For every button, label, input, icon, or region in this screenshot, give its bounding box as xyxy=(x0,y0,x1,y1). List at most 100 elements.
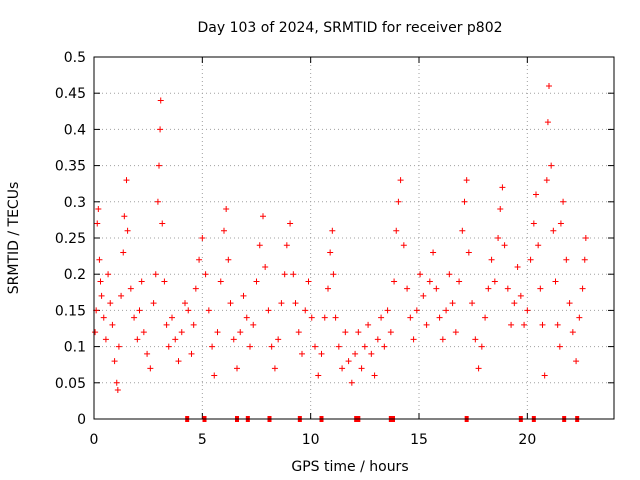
data-point xyxy=(436,314,443,321)
data-point xyxy=(348,379,355,386)
data-point xyxy=(97,278,104,285)
data-point xyxy=(150,300,157,307)
y-tick-label: 0.5 xyxy=(64,50,86,66)
data-point xyxy=(511,300,518,307)
data-point xyxy=(275,336,282,343)
data-point xyxy=(395,198,402,205)
data-point xyxy=(321,314,328,321)
data-point xyxy=(299,350,305,357)
data-point xyxy=(469,300,476,307)
data-point xyxy=(426,278,433,285)
data-point xyxy=(188,350,195,357)
data-point xyxy=(413,307,420,314)
data-point xyxy=(530,220,537,227)
data-point xyxy=(566,300,573,307)
data-series xyxy=(92,82,589,394)
data-point xyxy=(491,278,498,285)
chart-title: Day 103 of 2024, SRMTID for receiver p80… xyxy=(197,20,502,36)
data-point xyxy=(423,321,430,328)
x-axis-ticks: 0 5 10 15 20 xyxy=(90,57,536,448)
data-point xyxy=(102,336,109,343)
data-point xyxy=(576,314,583,321)
data-point xyxy=(527,256,534,263)
data-point xyxy=(287,220,294,227)
data-point xyxy=(371,372,378,379)
data-point xyxy=(157,126,164,133)
y-tick-label: 0.45 xyxy=(55,86,86,102)
data-point xyxy=(330,271,337,278)
data-point xyxy=(449,300,456,307)
data-point xyxy=(433,285,440,292)
data-point xyxy=(250,321,257,328)
data-point xyxy=(308,314,315,321)
data-point xyxy=(281,271,288,278)
data-point xyxy=(557,220,564,227)
data-point xyxy=(124,227,131,234)
data-point xyxy=(488,256,495,263)
data-point xyxy=(384,307,391,314)
data-point xyxy=(205,307,212,314)
data-point xyxy=(521,321,528,328)
data-point xyxy=(485,285,492,292)
data-point xyxy=(482,314,489,321)
data-point xyxy=(552,278,559,285)
data-point xyxy=(138,278,145,285)
data-point xyxy=(391,278,398,285)
data-point xyxy=(147,365,154,372)
data-point xyxy=(439,336,446,343)
data-point xyxy=(268,343,275,350)
data-point xyxy=(182,300,188,307)
data-point xyxy=(397,177,404,184)
data-point xyxy=(374,336,381,343)
data-point xyxy=(404,285,411,292)
data-point xyxy=(209,343,216,350)
data-point xyxy=(305,278,312,285)
data-point xyxy=(365,321,372,328)
data-point xyxy=(499,184,506,191)
data-point xyxy=(120,249,127,256)
y-tick-label: 0.25 xyxy=(55,231,86,247)
data-point xyxy=(560,198,567,205)
data-point xyxy=(417,271,424,278)
data-point xyxy=(94,220,101,227)
data-point xyxy=(315,372,322,379)
data-point xyxy=(265,307,272,314)
data-point xyxy=(332,314,339,321)
data-point xyxy=(514,263,521,270)
data-point xyxy=(161,278,168,285)
data-point xyxy=(472,336,479,343)
data-point xyxy=(115,343,122,350)
y-tick-label: 0.05 xyxy=(55,376,86,392)
data-point xyxy=(387,329,394,336)
data-point xyxy=(211,372,218,379)
data-point xyxy=(159,220,166,227)
data-point xyxy=(227,300,234,307)
data-point xyxy=(136,307,143,314)
x-tick-label: 5 xyxy=(198,432,207,448)
data-point xyxy=(569,329,576,336)
data-point xyxy=(292,300,299,307)
data-point xyxy=(581,256,588,263)
data-point xyxy=(221,227,227,234)
data-point xyxy=(541,372,548,379)
data-point xyxy=(96,256,103,263)
data-point xyxy=(400,242,407,249)
data-point xyxy=(554,321,561,328)
data-point xyxy=(217,278,224,285)
data-point xyxy=(342,329,349,336)
data-point xyxy=(152,271,159,278)
data-point xyxy=(497,206,504,213)
data-point xyxy=(407,314,414,321)
data-point xyxy=(501,242,508,249)
data-point xyxy=(290,271,297,278)
data-point xyxy=(335,343,342,350)
data-point xyxy=(430,249,437,256)
data-point xyxy=(537,285,544,292)
data-point xyxy=(134,336,141,343)
y-tick-label: 0.3 xyxy=(64,195,86,211)
data-point xyxy=(100,314,107,321)
data-point xyxy=(190,321,197,328)
data-point xyxy=(118,292,125,299)
data-point xyxy=(358,365,365,372)
data-point xyxy=(107,300,114,307)
